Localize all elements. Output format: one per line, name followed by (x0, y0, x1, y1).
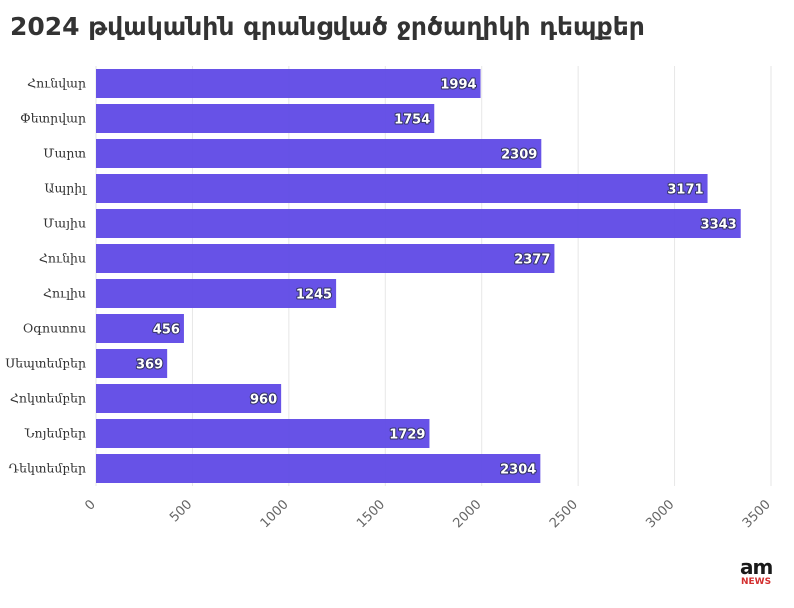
grid-lines (95, 66, 772, 486)
x-tick-label: 2500 (547, 497, 581, 531)
category-label: Օգոստոս (23, 321, 86, 336)
x-tick-label: 3500 (740, 497, 774, 531)
bar (96, 314, 184, 343)
value-label: 1754 (394, 113, 430, 128)
bar (96, 69, 481, 98)
category-label: Մարտ (43, 146, 86, 161)
value-label: 456 (153, 323, 180, 338)
category-label: Ապրիլ (44, 181, 87, 196)
bar (96, 419, 430, 448)
bar (96, 174, 708, 203)
bar (96, 209, 741, 238)
bar (96, 454, 541, 483)
value-label: 960 (250, 393, 277, 408)
category-label: Հոկտեմբեր (10, 391, 86, 406)
logo-am-text: am (740, 555, 773, 579)
logo-news-text: NEWS (741, 577, 772, 587)
x-tick-label: 1500 (354, 497, 388, 531)
category-label: Հունիս (39, 251, 86, 266)
value-label: 1994 (440, 78, 476, 93)
category-labels: Հունվար Փետրվար Մարտ Ապրիլ Մայիս Հունիս Հուլիս… (5, 76, 87, 476)
category-label: Հունվար (27, 76, 86, 91)
bar (96, 349, 168, 378)
category-label: Հուլիս (43, 286, 86, 301)
value-label: 1245 (296, 288, 332, 303)
category-label: Նոյեմբեր (24, 426, 86, 441)
bar (96, 139, 542, 168)
value-label: 369 (136, 358, 163, 373)
value-label: 3171 (667, 183, 703, 198)
x-tick-label: 0 (82, 497, 98, 513)
bar (96, 279, 337, 308)
category-label: Մայիս (43, 216, 86, 231)
category-label: Սեպտեմբեր (5, 356, 86, 371)
chart-title: 2024 թվականին գրանցված ջրծաղիկի դեպքեր (10, 12, 645, 41)
value-label: 3343 (701, 218, 737, 233)
x-tick-label: 1000 (258, 497, 292, 531)
bar (96, 104, 435, 133)
x-tick-label: 2000 (451, 497, 485, 531)
value-label: 1729 (389, 428, 425, 443)
bar (96, 384, 282, 413)
x-tick-labels: 0 500 1000 1500 2000 2500 3000 3500 (82, 497, 773, 531)
x-tick-label: 3000 (643, 497, 677, 531)
x-tick-label: 500 (167, 497, 195, 525)
value-label: 2304 (500, 463, 536, 478)
value-labels: 1994 1754 2309 3171 3343 2377 1245 456 369 960 172… (135, 77, 738, 479)
bars (96, 69, 741, 483)
amnews-logo: am NEWS (740, 557, 788, 597)
bar (96, 244, 555, 273)
category-label: Փետրվար (20, 111, 86, 126)
value-label: 2309 (501, 148, 537, 163)
value-label: 2377 (514, 253, 550, 268)
category-label: Դեկտեմբեր (9, 461, 86, 476)
